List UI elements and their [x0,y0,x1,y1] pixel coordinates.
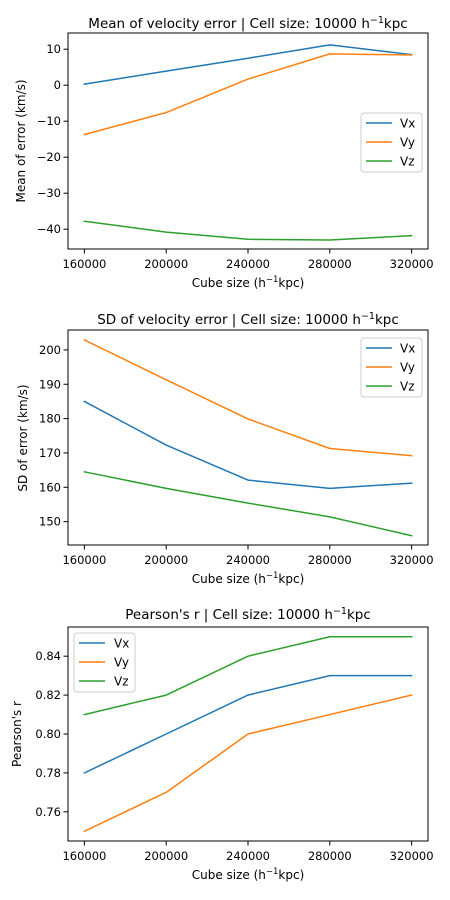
y-tick-label: 0.82 [35,688,61,702]
pearson-y-ticks: 0.84 0.82 0.80 0.78 0.76 [35,649,68,819]
x-tick-label: 200000 [144,849,188,863]
series-line-vz [83,220,413,241]
mean-x-ticks: 160000 200000 240000 280000 320000 [62,249,434,271]
mean-chart-title: Mean of velocity error | Cell size: 1000… [88,15,407,32]
legend-label-vx: Vx [114,637,129,651]
pearson-x-axis-label: Cube size (h−1kpc) [192,867,305,882]
legend-label-vy: Vy [400,361,415,375]
mean-error-panel: Mean of velocity error | Cell size: 1000… [14,15,434,290]
series-line-vx [83,674,413,774]
x-tick-label: 320000 [390,849,434,863]
pearson-legend: Vx Vy Vz [73,632,136,693]
series-line-vz [83,470,413,537]
y-tick-label: −10 [37,114,61,128]
x-tick-label: 160000 [62,849,106,863]
mean-x-axis-label: Cube size (h−1kpc) [192,275,305,290]
mean-legend: Vx Vy Vz [360,112,423,173]
legend-label-vz: Vz [114,675,129,689]
mean-y-ticks: 10 0 −10 −20 −30 −40 [37,42,68,236]
mean-series-lines [83,44,413,241]
x-tick-label: 320000 [390,553,434,567]
y-tick-label: 0 [54,78,61,92]
legend-label-vy: Vy [400,136,415,150]
x-tick-label: 280000 [308,849,352,863]
x-tick-label: 200000 [144,553,188,567]
series-line-vz [83,635,413,716]
y-tick-label: 170 [39,446,61,460]
sd-x-axis-label: Cube size (h−1kpc) [192,571,305,586]
mean-y-axis-label: Mean of error (km/s) [14,79,28,202]
y-tick-label: 0.84 [35,649,61,663]
y-tick-label: 0.78 [35,766,61,780]
pearson-x-ticks: 160000 200000 240000 280000 320000 [62,841,434,863]
y-tick-label: 160 [39,480,61,494]
y-tick-label: 10 [46,42,61,56]
y-tick-label: −20 [37,150,61,164]
y-tick-label: 0.80 [35,727,61,741]
y-tick-label: 200 [39,343,61,357]
x-tick-label: 240000 [226,257,270,271]
series-line-vy [83,694,413,833]
x-tick-label: 320000 [390,257,434,271]
sd-y-axis-label: SD of error (km/s) [16,384,30,491]
sd-error-panel: SD of velocity error | Cell size: 10000 … [16,311,434,586]
sd-chart-title: SD of velocity error | Cell size: 10000 … [97,311,399,328]
x-tick-label: 160000 [62,553,106,567]
series-line-vx [83,44,413,85]
x-tick-label: 280000 [308,553,352,567]
y-tick-label: −30 [37,186,61,200]
y-tick-label: 0.76 [35,805,61,819]
pearson-chart-title: Pearson's r | Cell size: 10000 h−1kpc [125,606,371,623]
series-line-vx [83,400,413,490]
legend-label-vz: Vz [400,155,415,169]
pearson-series-lines [83,635,413,833]
x-tick-label: 280000 [308,257,352,271]
legend-label-vz: Vz [400,380,415,394]
pearson-y-axis-label: Pearson's r [10,701,24,767]
y-tick-label: 150 [39,515,61,529]
sd-series-lines [83,338,413,537]
sd-legend: Vx Vy Vz [360,337,423,398]
x-tick-label: 160000 [62,257,106,271]
pearson-r-panel: Pearson's r | Cell size: 10000 h−1kpc 16… [10,606,434,882]
y-tick-label: 180 [39,412,61,426]
sd-x-ticks: 160000 200000 240000 280000 320000 [62,545,434,567]
y-tick-label: −40 [37,222,61,236]
series-line-vy [83,338,413,457]
legend-label-vy: Vy [114,656,129,670]
legend-label-vx: Vx [400,117,415,131]
series-line-vy [83,53,413,136]
sd-y-ticks: 200 190 180 170 160 150 [39,343,68,529]
x-tick-label: 200000 [144,257,188,271]
x-tick-label: 240000 [226,849,270,863]
y-tick-label: 190 [39,377,61,391]
x-tick-label: 240000 [226,553,270,567]
legend-label-vx: Vx [400,342,415,356]
